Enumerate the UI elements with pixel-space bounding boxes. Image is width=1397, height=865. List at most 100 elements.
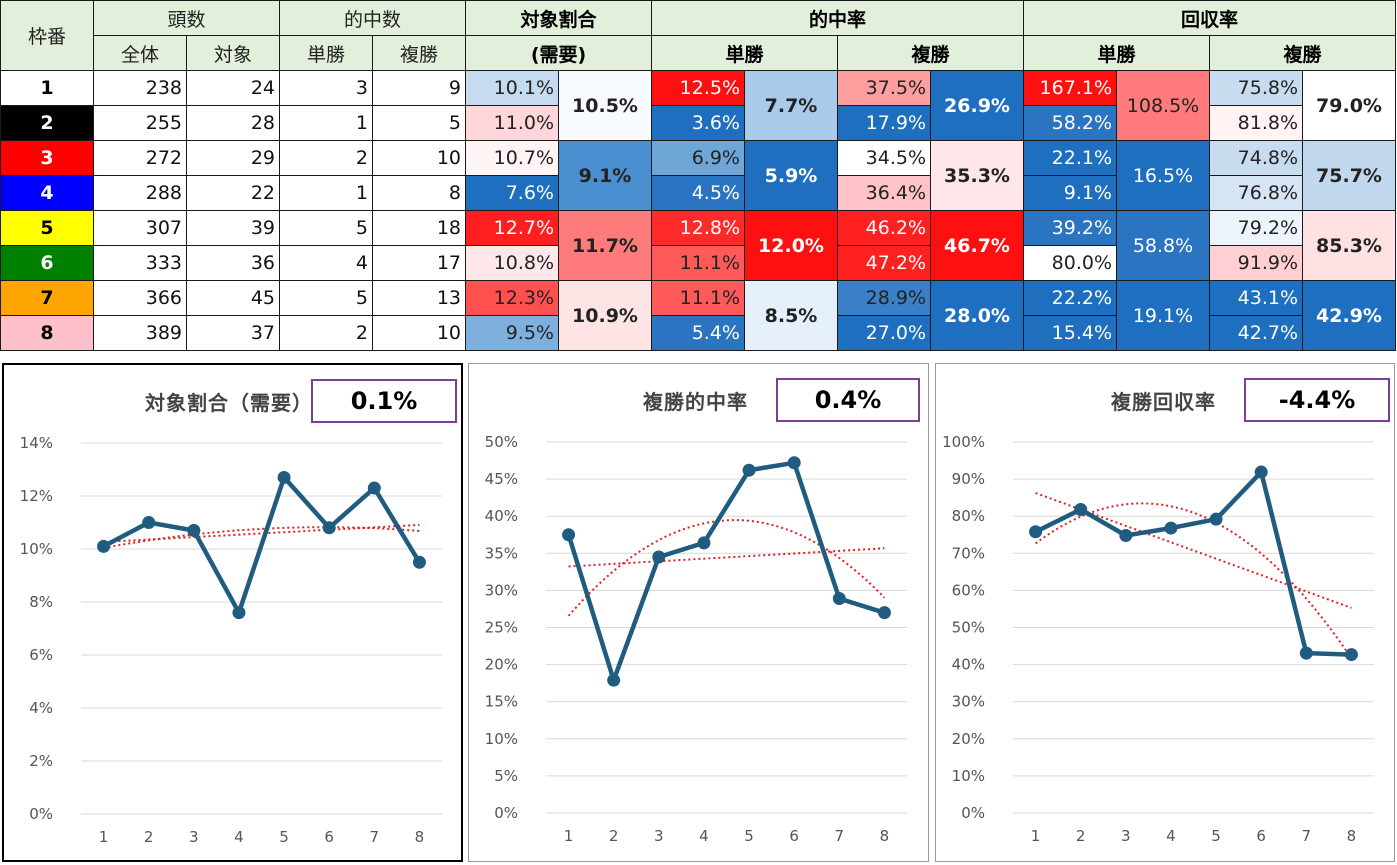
- y-tick-label: 20%: [485, 656, 518, 674]
- hits-win-cell: 2: [279, 140, 373, 176]
- count-target-cell: 45: [186, 280, 280, 316]
- header-count-all: 全体: [93, 35, 187, 71]
- place-rate-cell: 17.9%: [837, 105, 931, 141]
- x-tick-label: 6: [324, 828, 334, 846]
- chart-share-plot: 0% 2% 4% 6% 8% 10% 12% 14% 1 2 3 4 5 6 7 8: [20, 434, 442, 846]
- y-tick-label: 35%: [485, 544, 518, 562]
- header-return-rate-place: 複勝: [1209, 35, 1396, 71]
- x-tick-label: 4: [234, 828, 244, 846]
- win-rate-pair-cell: 8.5%: [744, 280, 838, 351]
- y-tick-label: 12%: [20, 487, 53, 505]
- x-tick-label: 2: [609, 827, 619, 845]
- data-point: [277, 470, 291, 484]
- table-body: 1 238 24 3 9 10.1% 10.5% 12.5% 7.7% 37.5% 26.9% 167…: [0, 70, 1396, 351]
- win-rate-cell: 3.6%: [651, 105, 745, 141]
- y-tick-label: 20%: [952, 730, 985, 748]
- data-point: [142, 516, 156, 529]
- share-cell: 12.3%: [465, 280, 559, 316]
- waku-cell: 7: [0, 280, 94, 316]
- data-point: [607, 673, 621, 687]
- share-cell: 9.5%: [465, 315, 559, 351]
- win-rate-cell: 11.1%: [651, 280, 745, 316]
- win-return-cell: 22.1%: [1023, 140, 1117, 176]
- place-rate-cell: 47.2%: [837, 245, 931, 281]
- place-rate-cell: 37.5%: [837, 70, 931, 106]
- waku-cell: 8: [0, 315, 94, 351]
- count-target-cell: 24: [186, 70, 280, 106]
- chart-place-return-rate-plot: 0% 10% 20% 30% 40% 50% 60% 70% 80% 90% 100% 1 2 3 4 5 6 7…: [942, 433, 1374, 845]
- data-point: [652, 550, 666, 564]
- place-rate-pair-cell: 28.0%: [930, 280, 1024, 351]
- data-point: [1209, 512, 1223, 526]
- chart-title: 複勝回収率: [1111, 390, 1216, 414]
- x-tick-label: 4: [699, 827, 709, 845]
- x-tick-label: 4: [1166, 827, 1176, 845]
- share-cell: 10.7%: [465, 140, 559, 176]
- data-point: [412, 555, 426, 569]
- x-tick-label: 5: [1211, 827, 1221, 845]
- data-point: [1344, 648, 1358, 662]
- y-tick-label: 0%: [494, 804, 518, 822]
- table-row: 2 255 28 1 5 11.0% 3.6% 17.9% 58.2% 81.8%: [0, 105, 1396, 141]
- place-return-pair-cell: 42.9%: [1302, 280, 1396, 351]
- place-return-cell: 79.2%: [1209, 210, 1303, 246]
- data-point: [232, 606, 246, 620]
- share-cell: 10.8%: [465, 245, 559, 281]
- place-rate-pair-cell: 46.7%: [930, 210, 1024, 281]
- y-tick-label: 15%: [485, 693, 518, 711]
- data-point: [832, 592, 846, 606]
- linear-trendline: [568, 547, 885, 568]
- place-return-cell: 76.8%: [1209, 175, 1303, 211]
- x-tick-label: 1: [564, 827, 574, 845]
- hits-place-cell: 5: [372, 105, 466, 141]
- data-point: [742, 463, 756, 477]
- hits-win-cell: 2: [279, 315, 373, 351]
- win-rate-cell: 4.5%: [651, 175, 745, 211]
- place-return-cell: 42.7%: [1209, 315, 1303, 351]
- header-share-sub: (需要): [465, 35, 652, 71]
- x-tick-label: 6: [789, 827, 799, 845]
- count-all-cell: 272: [93, 140, 187, 176]
- share-cell: 10.1%: [465, 70, 559, 106]
- y-tick-label: 40%: [952, 656, 985, 674]
- chart-place-hit-rate: 複勝的中率 0.4% 0% 5% 10% 15% 20% 25% 30% 35% 40% 45% 5…: [468, 363, 929, 862]
- diff-badge: -4.4%: [1244, 378, 1390, 422]
- data-point: [187, 523, 201, 537]
- hits-win-cell: 1: [279, 105, 373, 141]
- count-target-cell: 22: [186, 175, 280, 211]
- win-rate-cell: 12.8%: [651, 210, 745, 246]
- y-tick-label: 10%: [485, 730, 518, 748]
- table-row: 4 288 22 1 8 7.6% 4.5% 36.4% 9.1% 76.8%: [0, 175, 1396, 211]
- chart-title: 複勝的中率: [643, 390, 748, 414]
- y-tick-label: 0%: [961, 804, 985, 822]
- x-tick-label: 1: [1031, 827, 1041, 845]
- chart-place-return-rate: 複勝回収率 -4.4% 0% 10% 20% 30% 40% 50% 60% 70% 80% 90…: [935, 363, 1395, 862]
- win-return-cell: 58.2%: [1023, 105, 1117, 141]
- hits-place-cell: 10: [372, 315, 466, 351]
- win-rate-cell: 6.9%: [651, 140, 745, 176]
- y-tick-label: 10%: [952, 767, 985, 785]
- y-tick-label: 6%: [29, 646, 53, 664]
- count-all-cell: 307: [93, 210, 187, 246]
- data-point: [1074, 503, 1088, 517]
- header-hit-rate-place: 複勝: [837, 35, 1024, 71]
- count-all-cell: 389: [93, 315, 187, 351]
- x-tick-label: 2: [1076, 827, 1086, 845]
- win-return-cell: 80.0%: [1023, 245, 1117, 281]
- place-return-cell: 81.8%: [1209, 105, 1303, 141]
- table-row: 7 366 45 5 13 12.3% 10.9% 11.1% 8.5% 28.9% 28.0% 22…: [0, 280, 1396, 351]
- count-target-cell: 29: [186, 140, 280, 176]
- win-return-cell: 167.1%: [1023, 70, 1117, 106]
- hits-place-cell: 17: [372, 245, 466, 281]
- x-tick-label: 7: [1302, 827, 1312, 845]
- waku-cell: 6: [0, 245, 94, 281]
- data-point: [322, 521, 336, 535]
- place-rate-cell: 27.0%: [837, 315, 931, 351]
- y-tick-label: 100%: [942, 433, 985, 451]
- count-all-cell: 288: [93, 175, 187, 211]
- y-tick-label: 50%: [485, 433, 518, 451]
- place-rate-pair-cell: 26.9%: [930, 70, 1024, 141]
- x-tick-label: 1: [99, 828, 109, 846]
- y-tick-label: 90%: [952, 470, 985, 488]
- place-return-cell: 74.8%: [1209, 140, 1303, 176]
